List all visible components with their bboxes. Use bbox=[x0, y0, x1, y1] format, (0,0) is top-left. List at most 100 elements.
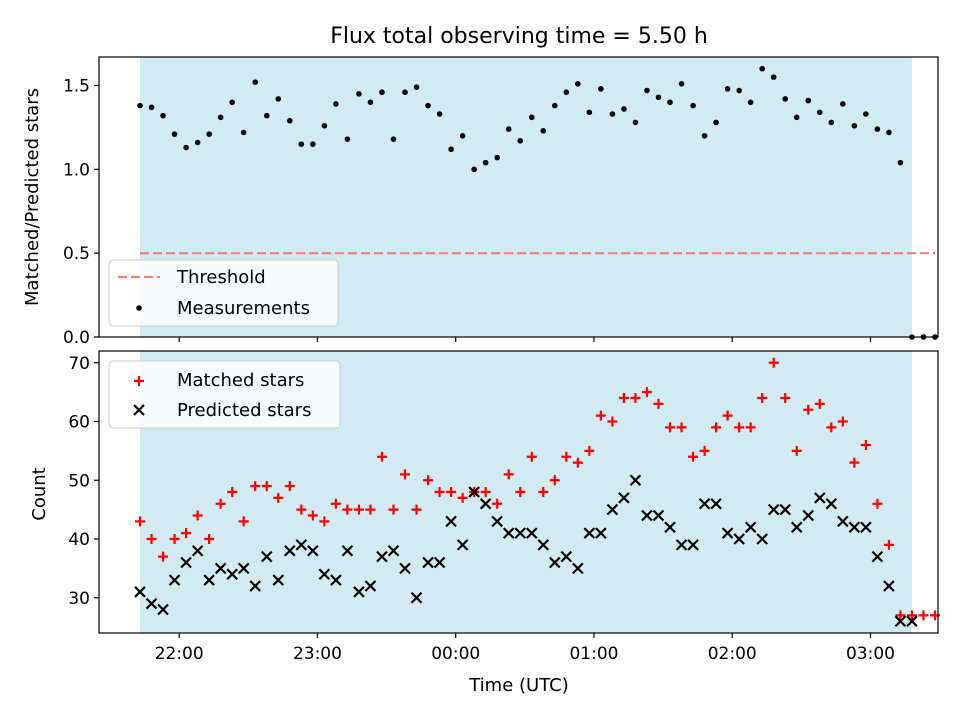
predicted-star-point bbox=[664, 521, 676, 534]
matched-star-point bbox=[158, 551, 169, 562]
matched-star-point bbox=[526, 451, 537, 462]
predicted-star-point bbox=[307, 544, 319, 557]
measurement-point bbox=[736, 87, 742, 94]
bottom-x-tick-label: 22:00 bbox=[155, 644, 204, 664]
top-legend: Threshold Measurements bbox=[108, 259, 339, 327]
predicted-star-point bbox=[284, 544, 296, 557]
top-y-tick-label: 1.0 bbox=[63, 160, 90, 180]
measurement-point bbox=[609, 111, 616, 117]
measurement-point bbox=[356, 91, 362, 97]
measurement-point bbox=[805, 97, 812, 104]
measurement-point bbox=[275, 96, 282, 102]
top-series-0 bbox=[137, 65, 938, 340]
matched-star-point bbox=[837, 416, 848, 427]
measurement-point bbox=[436, 111, 443, 117]
matched-star-point bbox=[353, 504, 364, 515]
predicted-star-point bbox=[226, 568, 238, 581]
bottom-series-1 bbox=[134, 474, 918, 628]
matched-star-point bbox=[457, 492, 468, 503]
legend-matched-swatch bbox=[134, 376, 144, 386]
predicted-star-point bbox=[848, 521, 861, 534]
matched-star-point bbox=[618, 393, 629, 403]
predicted-star-point bbox=[145, 597, 158, 610]
matched-star-point bbox=[261, 481, 272, 492]
matched-star-point bbox=[745, 422, 756, 433]
predicted-star-point bbox=[468, 486, 480, 498]
matched-star-point bbox=[330, 498, 341, 509]
matched-star-point bbox=[757, 393, 768, 403]
predicted-star-point bbox=[376, 550, 388, 563]
matched-star-point bbox=[584, 445, 595, 456]
measurement-point bbox=[171, 131, 178, 137]
matched-star-point bbox=[803, 404, 814, 415]
predicted-star-point bbox=[641, 509, 653, 522]
measurement-point bbox=[471, 166, 477, 173]
predicted-star-point bbox=[157, 603, 169, 616]
matched-star-point bbox=[284, 481, 295, 492]
predicted-star-point bbox=[710, 497, 722, 510]
measurement-point bbox=[310, 141, 316, 147]
predicted-star-point bbox=[295, 539, 308, 551]
measurement-point bbox=[229, 99, 235, 106]
ratio-plot: 0.0 0.5 1.0 1.5 Threshold Measurements bbox=[63, 56, 939, 348]
bottom-x-tick-label: 03:00 bbox=[846, 644, 895, 664]
measurement-point bbox=[286, 117, 293, 124]
matched-star-point bbox=[365, 504, 376, 515]
matched-star-point bbox=[492, 498, 503, 509]
predicted-star-point bbox=[883, 580, 895, 592]
predicted-star-point bbox=[203, 574, 215, 586]
predicted-star-point bbox=[595, 527, 607, 539]
bottom-x-tick-label: 23:00 bbox=[293, 644, 342, 664]
matched-star-point bbox=[906, 610, 917, 621]
matched-star-point bbox=[446, 487, 457, 497]
matched-star-point bbox=[434, 487, 445, 497]
predicted-star-point bbox=[618, 492, 630, 504]
predicted-star-point bbox=[629, 474, 642, 487]
predicted-star-point bbox=[260, 550, 273, 563]
measurement-point bbox=[298, 141, 305, 147]
legend-predicted-swatch bbox=[133, 404, 145, 416]
measurement-point bbox=[390, 136, 397, 142]
bottom-series-0 bbox=[135, 357, 941, 621]
matched-star-point bbox=[826, 422, 837, 433]
predicted-star-point bbox=[814, 492, 826, 504]
measurement-point bbox=[851, 122, 858, 129]
predicted-star-point bbox=[456, 539, 469, 551]
predicted-star-point bbox=[445, 515, 457, 528]
matched-star-point bbox=[423, 475, 434, 486]
matched-star-point bbox=[814, 398, 825, 409]
measurement-point bbox=[528, 114, 535, 121]
predicted-star-point bbox=[514, 527, 527, 539]
predicted-star-point bbox=[525, 527, 538, 539]
predicted-star-point bbox=[733, 533, 745, 545]
measurement-point bbox=[402, 89, 408, 96]
predicted-star-point bbox=[410, 591, 423, 604]
matched-star-point bbox=[400, 469, 411, 480]
matched-star-point bbox=[699, 445, 710, 456]
bottom-y-tick-label: 30 bbox=[68, 589, 90, 609]
matched-star-point bbox=[860, 440, 871, 450]
measurement-point bbox=[598, 86, 604, 92]
matched-star-point bbox=[480, 487, 491, 497]
measurement-point bbox=[897, 159, 904, 166]
matched-star-point bbox=[515, 487, 526, 497]
top-y-tick-label: 0.0 bbox=[63, 328, 90, 348]
chart-title: Flux total observing time = 5.50 h bbox=[330, 24, 708, 49]
measurement-point bbox=[621, 106, 627, 112]
matched-star-point bbox=[791, 445, 802, 456]
predicted-star-point bbox=[871, 550, 884, 563]
predicted-star-point bbox=[675, 539, 688, 551]
measurement-point bbox=[874, 126, 881, 132]
measurement-point bbox=[667, 99, 673, 106]
matched-star-point bbox=[503, 469, 514, 480]
measurement-point bbox=[886, 129, 892, 136]
matched-star-point bbox=[688, 451, 699, 462]
measurement-point bbox=[782, 96, 789, 102]
top-y-tick-label: 0.5 bbox=[63, 244, 90, 264]
predicted-star-point bbox=[837, 515, 849, 528]
predicted-star-point bbox=[134, 586, 146, 598]
measurement-point bbox=[563, 89, 570, 96]
matched-star-point bbox=[572, 457, 583, 468]
measurement-point bbox=[206, 131, 212, 137]
